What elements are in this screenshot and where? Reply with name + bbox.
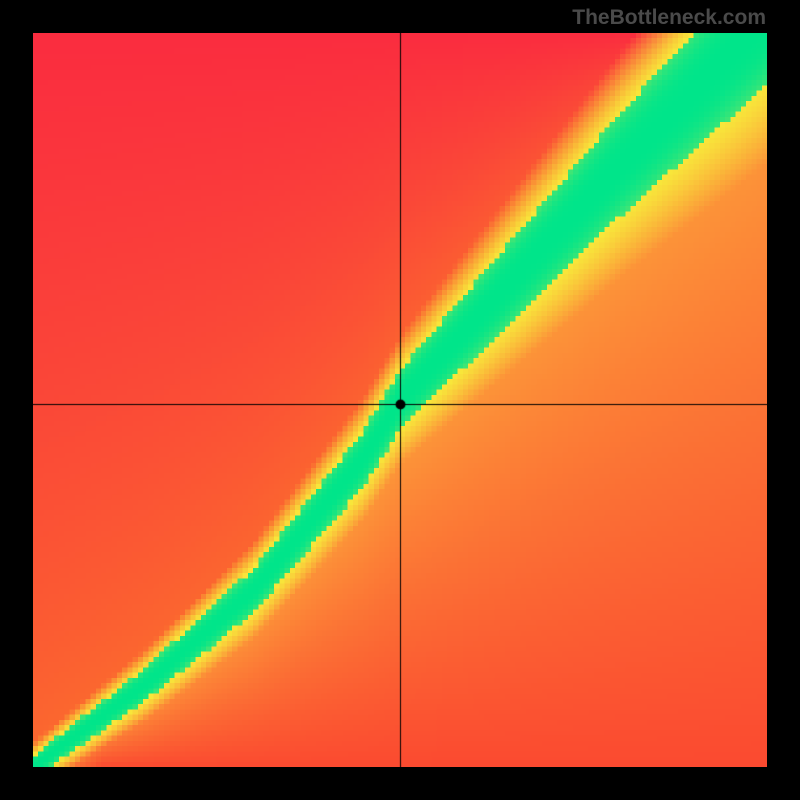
crosshair-overlay [33, 33, 767, 767]
watermark-text: TheBottleneck.com [572, 6, 766, 30]
chart-container: TheBottleneck.com [0, 0, 800, 800]
